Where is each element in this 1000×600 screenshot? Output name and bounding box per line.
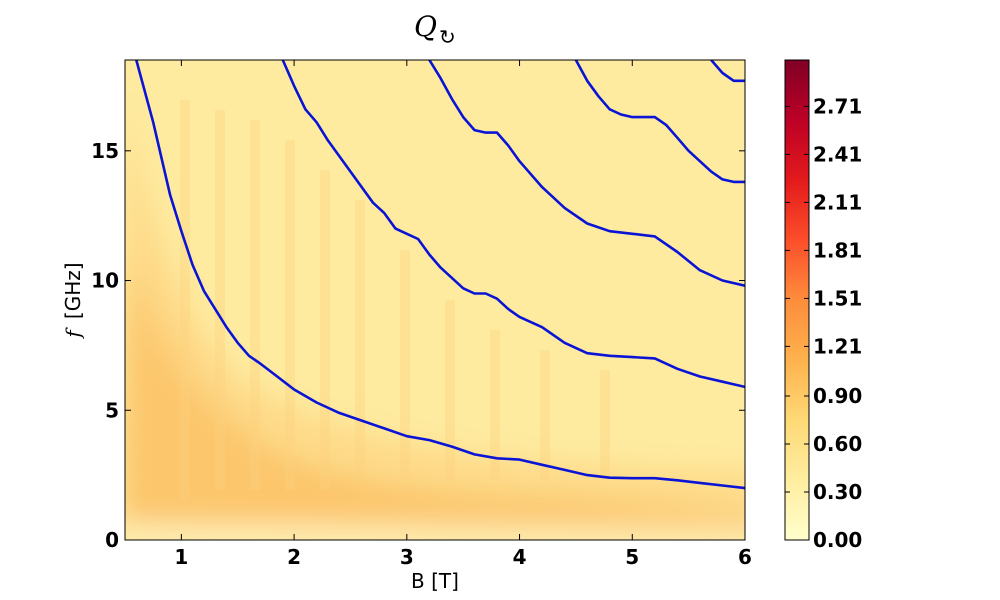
y-axis-label: f [GHz]: [61, 262, 85, 339]
y-tick-label: 10: [91, 269, 119, 293]
chart-title-subscript: ↻: [439, 25, 456, 49]
colorbar-tick-label: 1.51: [813, 286, 862, 310]
x-axis-label: B [T]: [411, 569, 459, 593]
x-tick-label: 3: [400, 545, 414, 569]
resonance-curve-2: [281, 60, 745, 389]
x-tick-label: 6: [738, 545, 752, 569]
colorbar-tick-label: 0.60: [813, 432, 862, 456]
colorbar-ticks: 0.00 0.30 0.60 0.90 1.21 1.51 1.81 2.11 2.41 2.71: [785, 94, 862, 552]
heatmap-bottom-fade: [125, 525, 745, 540]
heatmap-streaks: [180, 100, 610, 500]
plot-frame: [124, 59, 746, 541]
resonance-curve-3: [428, 60, 745, 287]
colorbar-tick-label: 1.21: [813, 334, 862, 358]
x-tick-label: 2: [287, 545, 301, 569]
y-tick-label: 0: [105, 528, 119, 552]
heatmap-area: [125, 60, 745, 540]
resonance-curve-4: [574, 60, 745, 184]
chart-title: Q ↻: [414, 10, 456, 49]
colorbar-tick-label: 0.00: [813, 528, 862, 552]
chart-title-text: Q: [414, 10, 437, 43]
colorbar-tick-label: 0.30: [813, 480, 862, 504]
y-axis: 0 5 10 15: [91, 139, 745, 552]
colorbar-tick-label: 2.11: [813, 190, 862, 214]
colorbar-tick-label: 2.71: [813, 94, 862, 118]
resonance-curve-1: [135, 60, 745, 490]
colorbar-tick-label: 2.41: [813, 142, 862, 166]
curves-group: [135, 60, 745, 490]
x-tick-label: 1: [174, 545, 188, 569]
y-axis-label-symbol: f: [61, 327, 85, 340]
x-tick-label: 5: [625, 545, 639, 569]
x-tick-label: 4: [513, 545, 527, 569]
svg-text:f [GHz]: f [GHz]: [61, 262, 85, 339]
colorbar-gradient: [784, 59, 810, 541]
y-tick-label: 5: [105, 398, 119, 422]
y-tick-label: 15: [91, 139, 119, 163]
colorbar: 0.00 0.30 0.60 0.90 1.21 1.51 1.81 2.11 2.41 2.71: [784, 59, 862, 552]
resonance-curve-5: [710, 60, 745, 83]
colorbar-tick-label: 1.81: [813, 238, 862, 262]
y-axis-label-unit: [GHz]: [61, 262, 85, 319]
heatmap-low-frequency-band: [125, 250, 745, 540]
x-axis: 1 2 3 4 5 6: [174, 60, 752, 569]
colorbar-tick-label: 0.90: [813, 384, 862, 408]
